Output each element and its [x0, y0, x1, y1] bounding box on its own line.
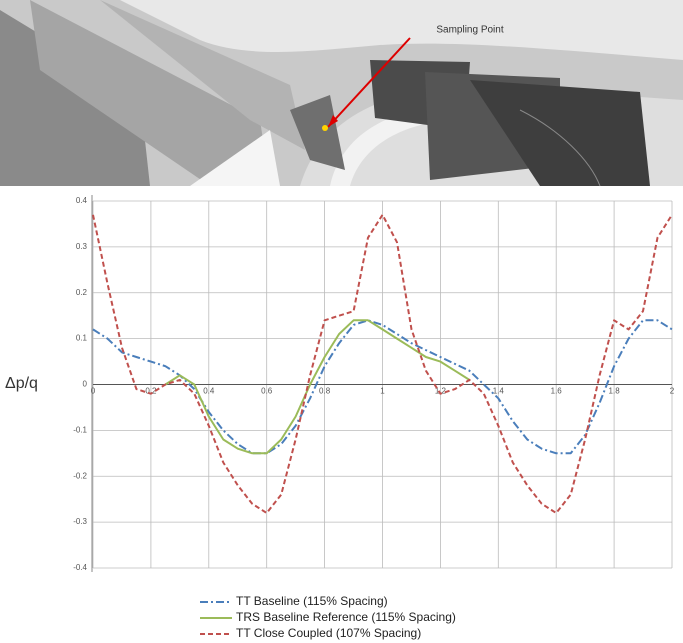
x-tick-label: 0: [91, 387, 96, 396]
x-tick-label: 0.4: [203, 387, 215, 396]
x-tick-label: 1: [380, 387, 385, 396]
figure: Sampling Point Δp/q 0.4 0.3 0.2 0.1 0 -0.1 -0.…: [0, 0, 683, 643]
x-tick-label: 2: [670, 387, 675, 396]
legend-label: TRS Baseline Reference (115% Spacing): [236, 610, 456, 624]
x-tick-label: 1.8: [609, 387, 621, 396]
y-tick-label: -0.3: [73, 517, 87, 526]
y-tick-label: -0.1: [73, 425, 87, 434]
x-tick-label: 0.6: [261, 387, 273, 396]
y-tick-label: 0.4: [76, 196, 88, 205]
y-tick-label: -0.4: [73, 563, 87, 572]
annotation: Sampling Point: [436, 25, 503, 36]
legend-label: TT Close Coupled (107% Spacing): [236, 626, 421, 640]
x-tick-label: 1.4: [493, 387, 505, 396]
y-tick-label: 0.3: [76, 242, 88, 251]
x-tick-label: 0.8: [319, 387, 331, 396]
y-tick-label: 0: [83, 380, 88, 389]
y-tick-label: 0.1: [76, 334, 88, 343]
render-image: Sampling Point: [0, 0, 683, 186]
y-tick-label: 0.2: [76, 288, 88, 297]
legend-label: TT Baseline (115% Spacing): [236, 594, 388, 608]
x-tick-label: 1.6: [551, 387, 563, 396]
y-tick-label: -0.2: [73, 471, 87, 480]
y-axis-label: Δp/q: [5, 375, 38, 392]
